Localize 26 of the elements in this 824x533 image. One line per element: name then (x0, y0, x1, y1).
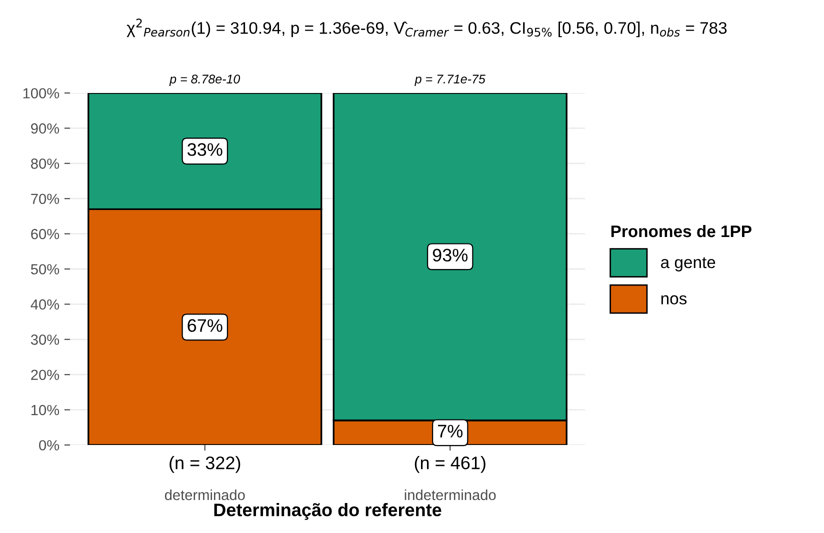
text: p = 7.71e-75 (414, 74, 486, 86)
text: p = 8.78e-10 (169, 74, 240, 86)
data-label: 7% (438, 424, 463, 438)
y-tick-label: 10% (32, 404, 60, 416)
x-tick-label: indeterminado (404, 489, 496, 500)
y-tick-label: 30% (30, 334, 60, 345)
y-tick-label: 20% (31, 370, 60, 380)
legend-label: a gente (661, 257, 716, 272)
x-axis-title: Determinação do referente (214, 503, 442, 520)
x-tick-label: determinado (164, 489, 245, 500)
y-tick-label: 40% (30, 299, 60, 310)
data-label: 33% (188, 143, 222, 156)
y-tick-label: 50% (30, 264, 60, 274)
y-tick-label: 0% (39, 440, 60, 450)
data-label: 67% (188, 319, 222, 332)
text: (n = 322) (170, 456, 240, 473)
chart-title: χ$^{2}$$_{Pearson}$(1) = 310.94, p = 1.36e-69, V̂$_{Cramer}$ = 0.63, CI$_{95%}$ [0.56, 0.70], n$_{obs}$ = 783 (126, 18, 727, 38)
legend-label: nos (661, 295, 687, 304)
y-tick-label: 90% (31, 123, 60, 134)
legend-title: Pronomes de 1PP (611, 224, 752, 238)
y-tick-label: 70% (31, 194, 60, 204)
data-label: 93% (432, 248, 468, 262)
text: (n = 461) (414, 456, 486, 473)
y-tick-label: 80% (31, 158, 60, 169)
y-tick-label: 60% (31, 228, 60, 240)
y-tick-label: 100% (23, 88, 60, 98)
